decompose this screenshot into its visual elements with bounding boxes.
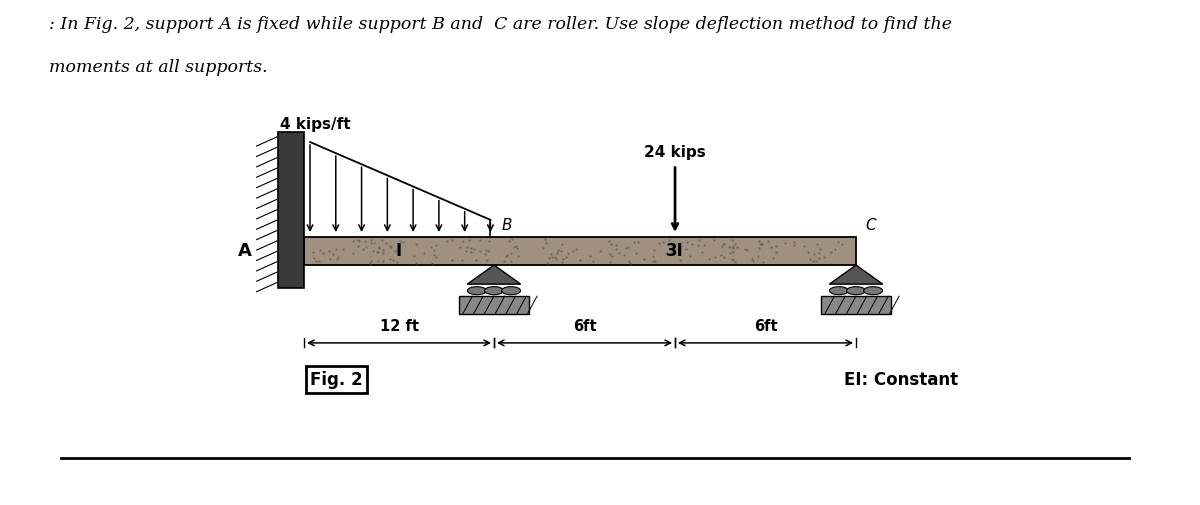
Polygon shape: [467, 265, 521, 284]
Text: EI: Constant: EI: Constant: [844, 371, 959, 388]
Circle shape: [485, 287, 504, 295]
Text: moments at all supports.: moments at all supports.: [49, 59, 268, 76]
Bar: [304, 237, 856, 265]
Circle shape: [864, 287, 883, 295]
Text: 12 ft: 12 ft: [379, 319, 419, 334]
Bar: [460, 296, 529, 314]
Text: 24 kips: 24 kips: [644, 144, 706, 160]
Text: 6ft: 6ft: [572, 319, 596, 334]
Text: 3I: 3I: [666, 242, 684, 260]
Text: I: I: [396, 242, 402, 260]
Circle shape: [846, 287, 865, 295]
Circle shape: [502, 287, 521, 295]
Circle shape: [829, 287, 848, 295]
Text: B: B: [502, 219, 511, 233]
Text: A: A: [238, 242, 252, 260]
Polygon shape: [829, 265, 883, 284]
Bar: [821, 296, 890, 314]
Bar: [278, 132, 304, 288]
Text: : In Fig. 2, support A is fixed while support B and  C are roller. Use slope def: : In Fig. 2, support A is fixed while su…: [49, 17, 952, 33]
Text: 4 kips/ft: 4 kips/ft: [281, 117, 350, 132]
Circle shape: [468, 287, 486, 295]
Text: Fig. 2: Fig. 2: [310, 371, 362, 388]
Text: 6ft: 6ft: [754, 319, 778, 334]
Text: C: C: [865, 219, 876, 233]
